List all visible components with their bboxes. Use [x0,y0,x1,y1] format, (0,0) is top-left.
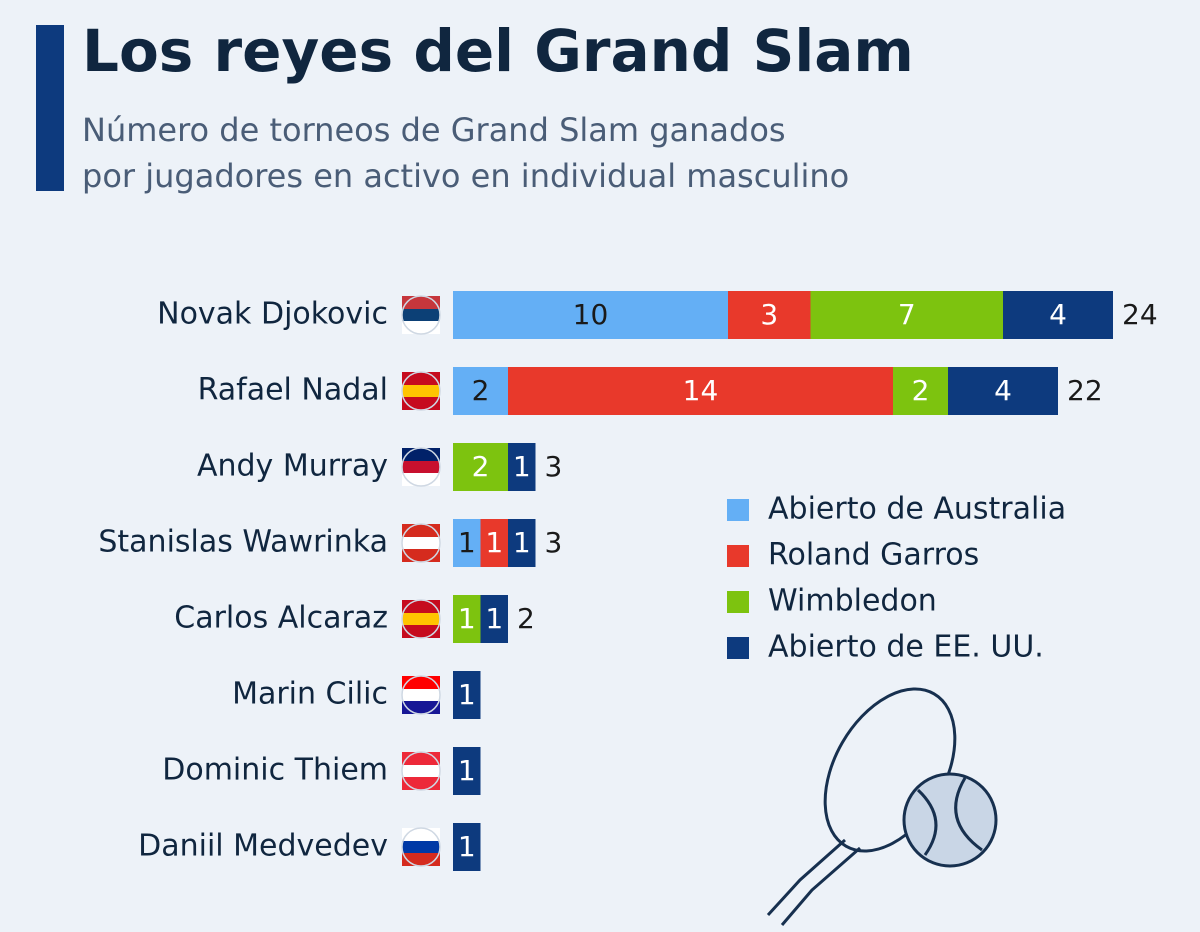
flag-ring [401,599,441,639]
bar-segment [508,443,536,491]
flag-ring [401,295,441,335]
flag [401,447,441,487]
flag-stripe [402,841,440,853]
bar-segment [728,291,811,339]
data-label: 1 [485,602,503,635]
bar-segment [508,519,536,567]
category-label: Carlos Alcaraz [174,601,388,636]
flag [401,599,441,639]
flag-stripe [402,537,440,549]
data-label: 1 [485,526,503,559]
legend-swatch [727,545,749,567]
bar-segment [480,519,508,567]
flag [401,523,441,563]
flag-stripe [402,461,440,473]
data-label: 2 [472,450,490,483]
legend-swatch [727,499,749,521]
legend-swatch [727,637,749,659]
bar-segment [810,291,1003,339]
data-label: 4 [994,374,1012,407]
bar-segment [453,367,508,415]
total-label: 3 [545,450,563,483]
legend-label: Abierto de EE. UU. [768,630,1044,665]
bar-segment [508,367,893,415]
legend-label: Wimbledon [768,584,937,619]
bar-segment [453,291,728,339]
flag [401,295,441,335]
legend-swatch [727,591,749,613]
bar-segment [453,823,481,871]
data-label: 14 [683,374,719,407]
data-label: 3 [760,298,778,331]
bar-segment [948,367,1058,415]
flag-ring [401,675,441,715]
flag-ring [401,827,441,867]
flag [401,675,441,715]
flag-stripe [402,613,440,625]
flag-stripe [402,689,440,701]
category-label: Stanislas Wawrinka [98,525,388,560]
legend-label: Roland Garros [768,538,979,573]
total-label: 22 [1067,374,1103,407]
data-label: 1 [458,754,476,787]
category-label: Dominic Thiem [162,753,388,788]
bar-segment [453,519,481,567]
flag-ring [401,371,441,411]
subtitle: Número de torneos de Grand Slam ganados [82,111,786,149]
data-label: 7 [898,298,916,331]
data-label: 10 [573,298,609,331]
flag-stripe [402,309,440,321]
data-label: 2 [472,374,490,407]
flag-stripe [402,765,440,777]
flag-stripe [402,385,440,397]
category-label: Andy Murray [197,449,388,484]
bar-segment [453,671,481,719]
bar-segment [453,747,481,795]
category-label: Novak Djokovic [157,297,388,332]
chart-title: Los reyes del Grand Slam [82,17,914,85]
data-label: 4 [1049,298,1067,331]
bar-segment [453,443,508,491]
data-label: 1 [458,602,476,635]
bar-segment [453,595,481,643]
data-label: 2 [912,374,930,407]
category-label: Marin Cilic [232,677,388,712]
data-label: 1 [458,678,476,711]
accent-bar [36,25,64,191]
data-label: 1 [458,830,476,863]
flag [401,371,441,411]
bar-segment [480,595,508,643]
bar-segment [1003,291,1113,339]
flag [401,751,441,791]
flag-ring [401,447,441,487]
legend-label: Abierto de Australia [768,492,1066,527]
category-label: Rafael Nadal [198,373,388,408]
flag-ring [401,751,441,791]
category-label: Daniil Medvedev [138,829,388,864]
subtitle: por jugadores en activo en individual ma… [82,157,849,195]
data-label: 1 [513,526,531,559]
flag [401,827,441,867]
total-label: 3 [545,526,563,559]
flag-ring [401,523,441,563]
racket-illustration [766,687,998,926]
total-label: 24 [1122,298,1158,331]
data-label: 1 [458,526,476,559]
bar-segment [893,367,948,415]
total-label: 2 [517,602,535,635]
data-label: 1 [513,450,531,483]
